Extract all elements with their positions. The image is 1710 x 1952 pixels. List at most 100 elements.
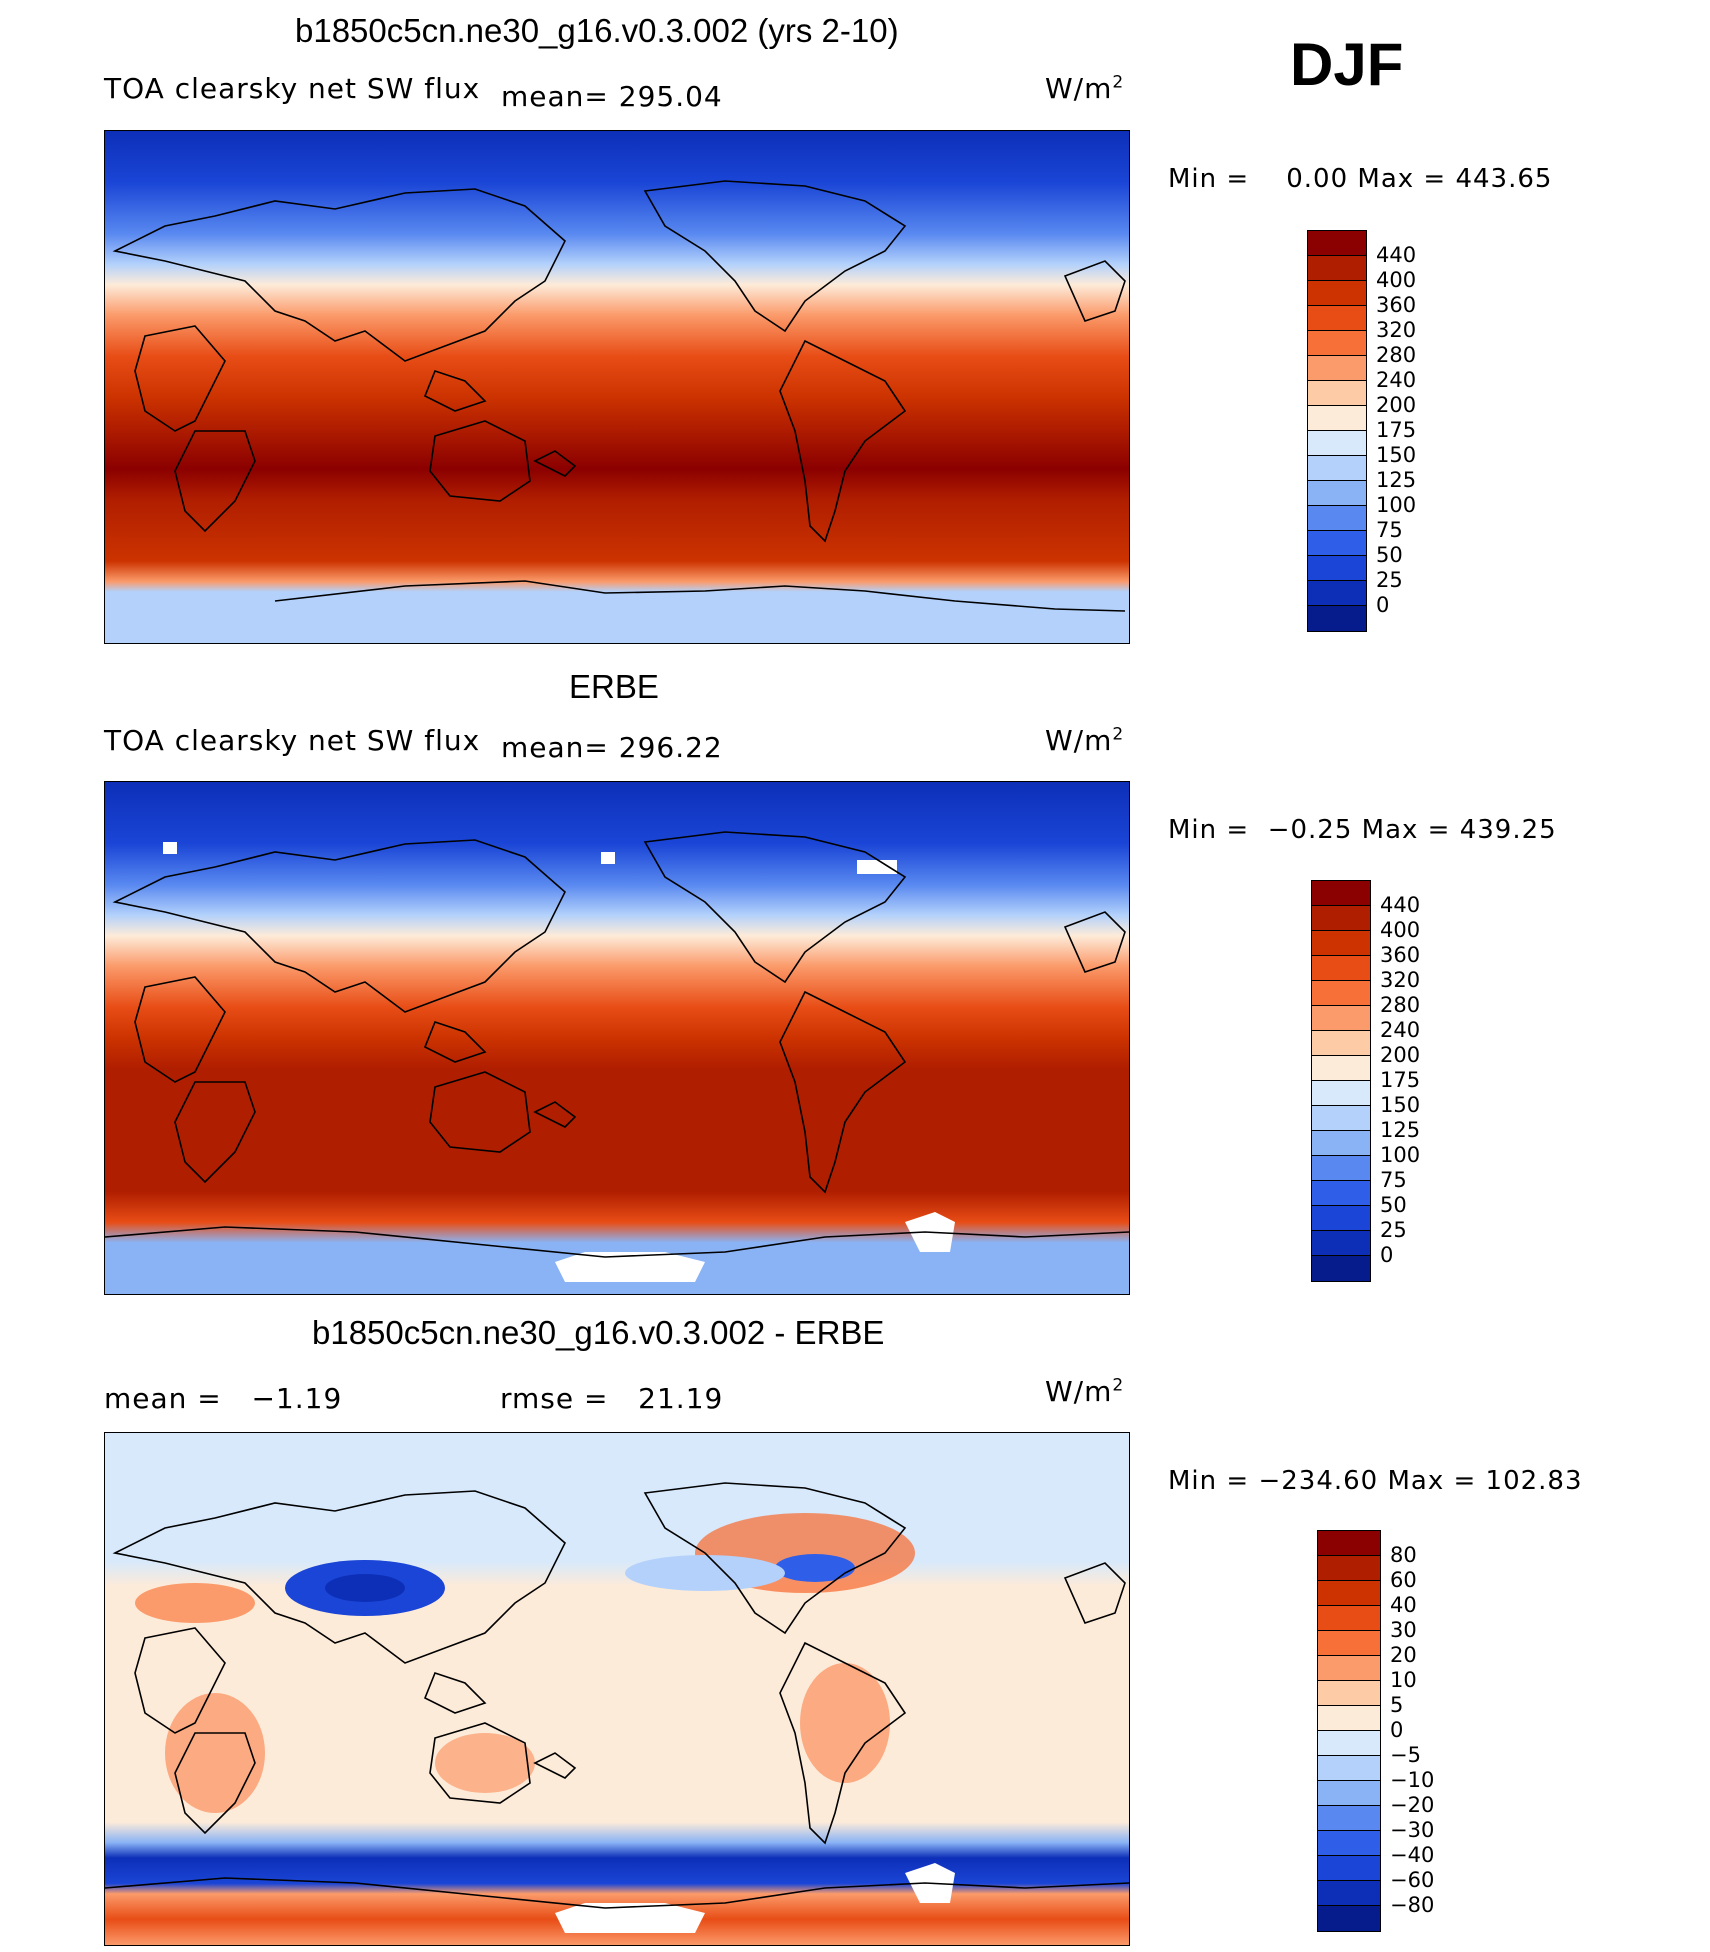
colorbar-tick-label: −40: [1390, 1843, 1435, 1867]
colorbar-swatch: [1318, 1706, 1380, 1731]
colorbar-tick-label: 320: [1376, 318, 1417, 342]
colorbar-tick-label: 30: [1390, 1618, 1417, 1642]
colorbar-swatch: [1312, 1206, 1370, 1231]
colorbar-swatch: [1308, 556, 1366, 581]
colorbar-tick-label: 100: [1380, 1143, 1421, 1167]
colorbar-tick-label: −60: [1390, 1868, 1435, 1892]
panel1-units: W/m2: [1045, 72, 1125, 105]
colorbar-swatch: [1318, 1781, 1380, 1806]
colorbar-swatch: [1318, 1906, 1380, 1931]
colorbar-swatch: [1312, 1106, 1370, 1131]
panel3-minmax: Min = −234.60 Max = 102.83: [1168, 1466, 1583, 1496]
panel3-map: [104, 1432, 1130, 1946]
colorbar-tick-label: 50: [1380, 1193, 1407, 1217]
panel1-mean: mean= 295.04: [501, 80, 723, 113]
panel3-colorbar: [1317, 1530, 1381, 1932]
colorbar-tick-label: 25: [1380, 1218, 1407, 1242]
colorbar-swatch: [1318, 1581, 1380, 1606]
colorbar-swatch: [1312, 956, 1370, 981]
colorbar-swatch: [1308, 581, 1366, 606]
colorbar-tick-label: 50: [1376, 543, 1403, 567]
colorbar-tick-label: 150: [1376, 443, 1417, 467]
colorbar-tick-label: −20: [1390, 1793, 1435, 1817]
colorbar-tick-label: 240: [1376, 368, 1417, 392]
panel2-map: [104, 781, 1130, 1295]
colorbar-tick-label: 0: [1390, 1718, 1404, 1742]
colorbar-swatch: [1312, 1156, 1370, 1181]
colorbar-swatch: [1308, 231, 1366, 256]
panel3-units: W/m2: [1045, 1375, 1125, 1408]
panel1-colorbar: [1307, 230, 1367, 632]
colorbar-tick-label: −10: [1390, 1768, 1435, 1792]
colorbar-swatch: [1312, 1006, 1370, 1031]
colorbar-tick-label: 75: [1376, 518, 1403, 542]
panel2-minmax: Min = −0.25 Max = 439.25: [1168, 815, 1557, 845]
colorbar-swatch: [1318, 1756, 1380, 1781]
colorbar-swatch: [1312, 1056, 1370, 1081]
colorbar-tick-label: 400: [1380, 918, 1421, 942]
colorbar-swatch: [1308, 506, 1366, 531]
panel1-field: [105, 131, 1129, 643]
colorbar-swatch: [1318, 1831, 1380, 1856]
colorbar-swatch: [1308, 356, 1366, 381]
colorbar-tick-label: −30: [1390, 1818, 1435, 1842]
panel3-rmse: rmse = 21.19: [500, 1382, 724, 1415]
colorbar-swatch: [1308, 381, 1366, 406]
colorbar-tick-label: 125: [1376, 468, 1417, 492]
colorbar-tick-label: 320: [1380, 968, 1421, 992]
colorbar-swatch: [1318, 1856, 1380, 1881]
colorbar-swatch: [1308, 406, 1366, 431]
colorbar-tick-label: 360: [1380, 943, 1421, 967]
colorbar-swatch: [1312, 1131, 1370, 1156]
colorbar-swatch: [1312, 1256, 1370, 1281]
panel3-coastlines: [105, 1482, 1129, 1909]
colorbar-swatch: [1308, 256, 1366, 281]
colorbar-swatch: [1312, 1031, 1370, 1056]
colorbar-tick-label: 20: [1390, 1643, 1417, 1667]
colorbar-tick-label: 240: [1380, 1018, 1421, 1042]
colorbar-tick-label: 125: [1380, 1118, 1421, 1142]
colorbar-swatch: [1312, 981, 1370, 1006]
colorbar-tick-label: 280: [1376, 343, 1417, 367]
colorbar-tick-label: 200: [1376, 393, 1417, 417]
colorbar-tick-label: 440: [1380, 893, 1421, 917]
panel2-coastlines: [105, 831, 1129, 1258]
colorbar-tick-label: 0: [1376, 593, 1390, 617]
colorbar-tick-label: 100: [1376, 493, 1417, 517]
colorbar-swatch: [1312, 906, 1370, 931]
colorbar-tick-label: 150: [1380, 1093, 1421, 1117]
colorbar-swatch: [1308, 481, 1366, 506]
colorbar-tick-label: 200: [1380, 1043, 1421, 1067]
panel1-coastlines: [112, 180, 1126, 612]
colorbar-tick-label: 25: [1376, 568, 1403, 592]
colorbar-swatch: [1318, 1606, 1380, 1631]
colorbar-tick-label: −5: [1390, 1743, 1421, 1767]
colorbar-tick-label: 80: [1390, 1543, 1417, 1567]
colorbar-tick-label: 40: [1390, 1593, 1417, 1617]
colorbar-tick-label: 5: [1390, 1693, 1404, 1717]
panel1-minmax: Min = 0.00 Max = 443.65: [1168, 164, 1553, 194]
colorbar-swatch: [1308, 281, 1366, 306]
colorbar-swatch: [1308, 606, 1366, 631]
colorbar-swatch: [1312, 881, 1370, 906]
panel2-mean: mean= 296.22: [501, 731, 723, 764]
colorbar-tick-label: 0: [1380, 1243, 1394, 1267]
panel3-title: b1850c5cn.ne30_g16.v0.3.002 - ERBE: [312, 1314, 885, 1351]
colorbar-swatch: [1308, 331, 1366, 356]
colorbar-swatch: [1318, 1631, 1380, 1656]
panel2-units: W/m2: [1045, 724, 1125, 757]
colorbar-swatch: [1308, 431, 1366, 456]
colorbar-swatch: [1312, 931, 1370, 956]
colorbar-tick-label: 360: [1376, 293, 1417, 317]
colorbar-swatch: [1318, 1656, 1380, 1681]
colorbar-tick-label: 75: [1380, 1168, 1407, 1192]
colorbar-tick-label: 10: [1390, 1668, 1417, 1692]
season-label: DJF: [1290, 31, 1404, 98]
colorbar-swatch: [1318, 1806, 1380, 1831]
panel2-variable: TOA clearsky net SW flux: [104, 724, 481, 757]
panel3-mean: mean = −1.19: [104, 1382, 343, 1415]
panel1-map: [104, 130, 1130, 644]
colorbar-swatch: [1318, 1681, 1380, 1706]
colorbar-swatch: [1318, 1881, 1380, 1906]
colorbar-swatch: [1312, 1081, 1370, 1106]
